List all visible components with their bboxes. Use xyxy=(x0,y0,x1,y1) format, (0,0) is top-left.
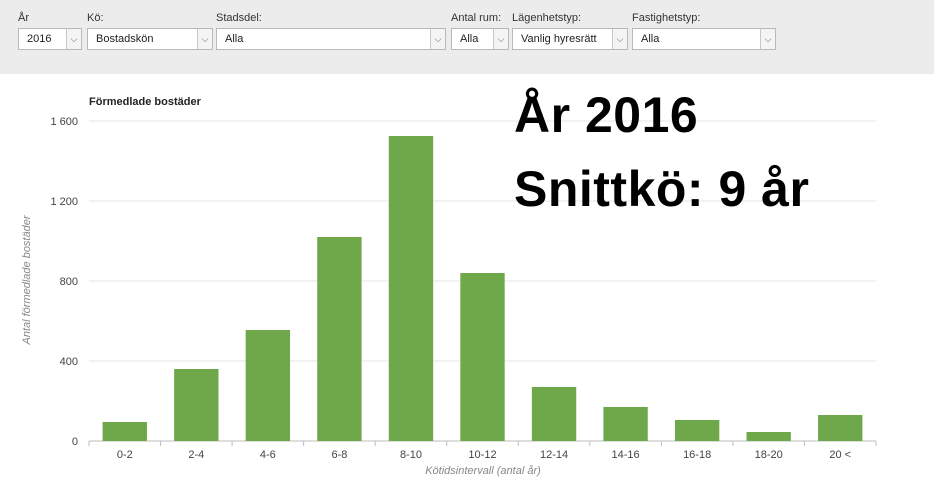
y-tick-label: 800 xyxy=(60,276,78,288)
y-axis-label: Antal förmedlade bostäder xyxy=(21,214,33,345)
y-tick-label: 0 xyxy=(72,436,78,448)
filter-rooms: Antal rum: Alla ⌵ xyxy=(451,10,509,50)
x-tick-label: 18-20 xyxy=(755,449,783,461)
chevron-down-icon[interactable]: ⌵ xyxy=(493,29,508,49)
bar-12-14[interactable] xyxy=(531,387,577,441)
filter-rooms-label: Antal rum: xyxy=(451,12,502,24)
filter-district-label: Stadsdel: xyxy=(216,12,262,24)
x-tick-label: 20 < xyxy=(829,449,851,461)
apartment-type-select[interactable]: Vanlig hyresrätt ⌵ xyxy=(512,28,628,50)
bar-0-2[interactable] xyxy=(102,422,147,441)
filter-year: År 2016 ⌵ xyxy=(18,10,82,50)
queue-select-value: Bostadskön xyxy=(96,33,154,45)
bar-8-10[interactable] xyxy=(388,136,434,441)
y-tick-label: 1 200 xyxy=(50,196,78,208)
bar-6-8[interactable] xyxy=(317,237,362,441)
x-tick-label: 8-10 xyxy=(400,449,422,461)
filter-apartment-type-label: Lägenhetstyp: xyxy=(512,12,582,24)
filter-apartment-type: Lägenhetstyp: Vanlig hyresrätt ⌵ xyxy=(512,10,628,50)
rooms-select[interactable]: Alla ⌵ xyxy=(451,28,509,50)
filter-property-type: Fastighetstyp: Alla ⌵ xyxy=(632,10,776,50)
chart-title: Förmedlade bostäder xyxy=(89,96,202,108)
y-tick-label: 400 xyxy=(60,356,78,368)
chevron-down-icon[interactable]: ⌵ xyxy=(430,29,445,49)
bars-layer xyxy=(102,136,863,441)
year-select[interactable]: 2016 ⌵ xyxy=(18,28,82,50)
filter-year-label: År xyxy=(18,12,29,24)
chevron-down-icon[interactable]: ⌵ xyxy=(612,29,627,49)
x-tick-label: 12-14 xyxy=(540,449,568,461)
year-select-value: 2016 xyxy=(27,33,52,45)
bar-14-16[interactable] xyxy=(603,407,648,441)
bar-16-18[interactable] xyxy=(674,420,720,441)
x-tick-label: 14-16 xyxy=(612,449,640,461)
apartment-type-select-value: Vanlig hyresrätt xyxy=(521,33,597,45)
y-tick-label: 1 600 xyxy=(50,116,78,128)
x-tick-label: 16-18 xyxy=(683,449,711,461)
x-tick-label: 4-6 xyxy=(260,449,276,461)
district-select-value: Alla xyxy=(225,33,244,45)
chevron-down-icon[interactable]: ⌵ xyxy=(760,29,775,49)
x-tick-label: 6-8 xyxy=(331,449,347,461)
chevron-down-icon[interactable]: ⌵ xyxy=(197,29,212,49)
x-axis-label: Kötidsintervall (antal år) xyxy=(425,465,541,477)
bar-20[interactable] xyxy=(818,415,863,441)
filter-district: Stadsdel: Alla ⌵ xyxy=(216,10,446,50)
x-tick-label: 0-2 xyxy=(117,449,133,461)
filter-property-type-label: Fastighetstyp: xyxy=(632,12,701,24)
filter-queue-label: Kö: xyxy=(87,12,104,24)
chevron-down-icon[interactable]: ⌵ xyxy=(66,29,81,49)
bar-10-12[interactable] xyxy=(460,273,505,441)
property-type-select[interactable]: Alla ⌵ xyxy=(632,28,776,50)
bar-4-6[interactable] xyxy=(245,330,291,441)
filter-bar: År 2016 ⌵ Kö: Bostadskön ⌵ Stadsdel: All… xyxy=(0,0,934,74)
bar-2-4[interactable] xyxy=(174,369,219,441)
x-tick-label: 2-4 xyxy=(188,449,204,461)
rooms-select-value: Alla xyxy=(460,33,479,45)
x-tick-label: 10-12 xyxy=(468,449,496,461)
filter-queue: Kö: Bostadskön ⌵ xyxy=(87,10,213,50)
district-select[interactable]: Alla ⌵ xyxy=(216,28,446,50)
overlay-queue-text: Snittkö: 9 år xyxy=(514,161,810,217)
ticks-layer: 0-2 2-4 4-6 6-8 8-10 10-12 12-14 14-16 16-18 18-2… xyxy=(88,441,877,461)
overlay-year-text: År 2016 xyxy=(514,87,699,143)
property-type-select-value: Alla xyxy=(641,33,660,45)
bar-chart: 0 400 800 1 200 1 600 0-2 2-4 4-6 6-8 8-10 10-12 1… xyxy=(21,96,877,477)
bar-18-20[interactable] xyxy=(746,432,791,441)
queue-select[interactable]: Bostadskön ⌵ xyxy=(87,28,213,50)
